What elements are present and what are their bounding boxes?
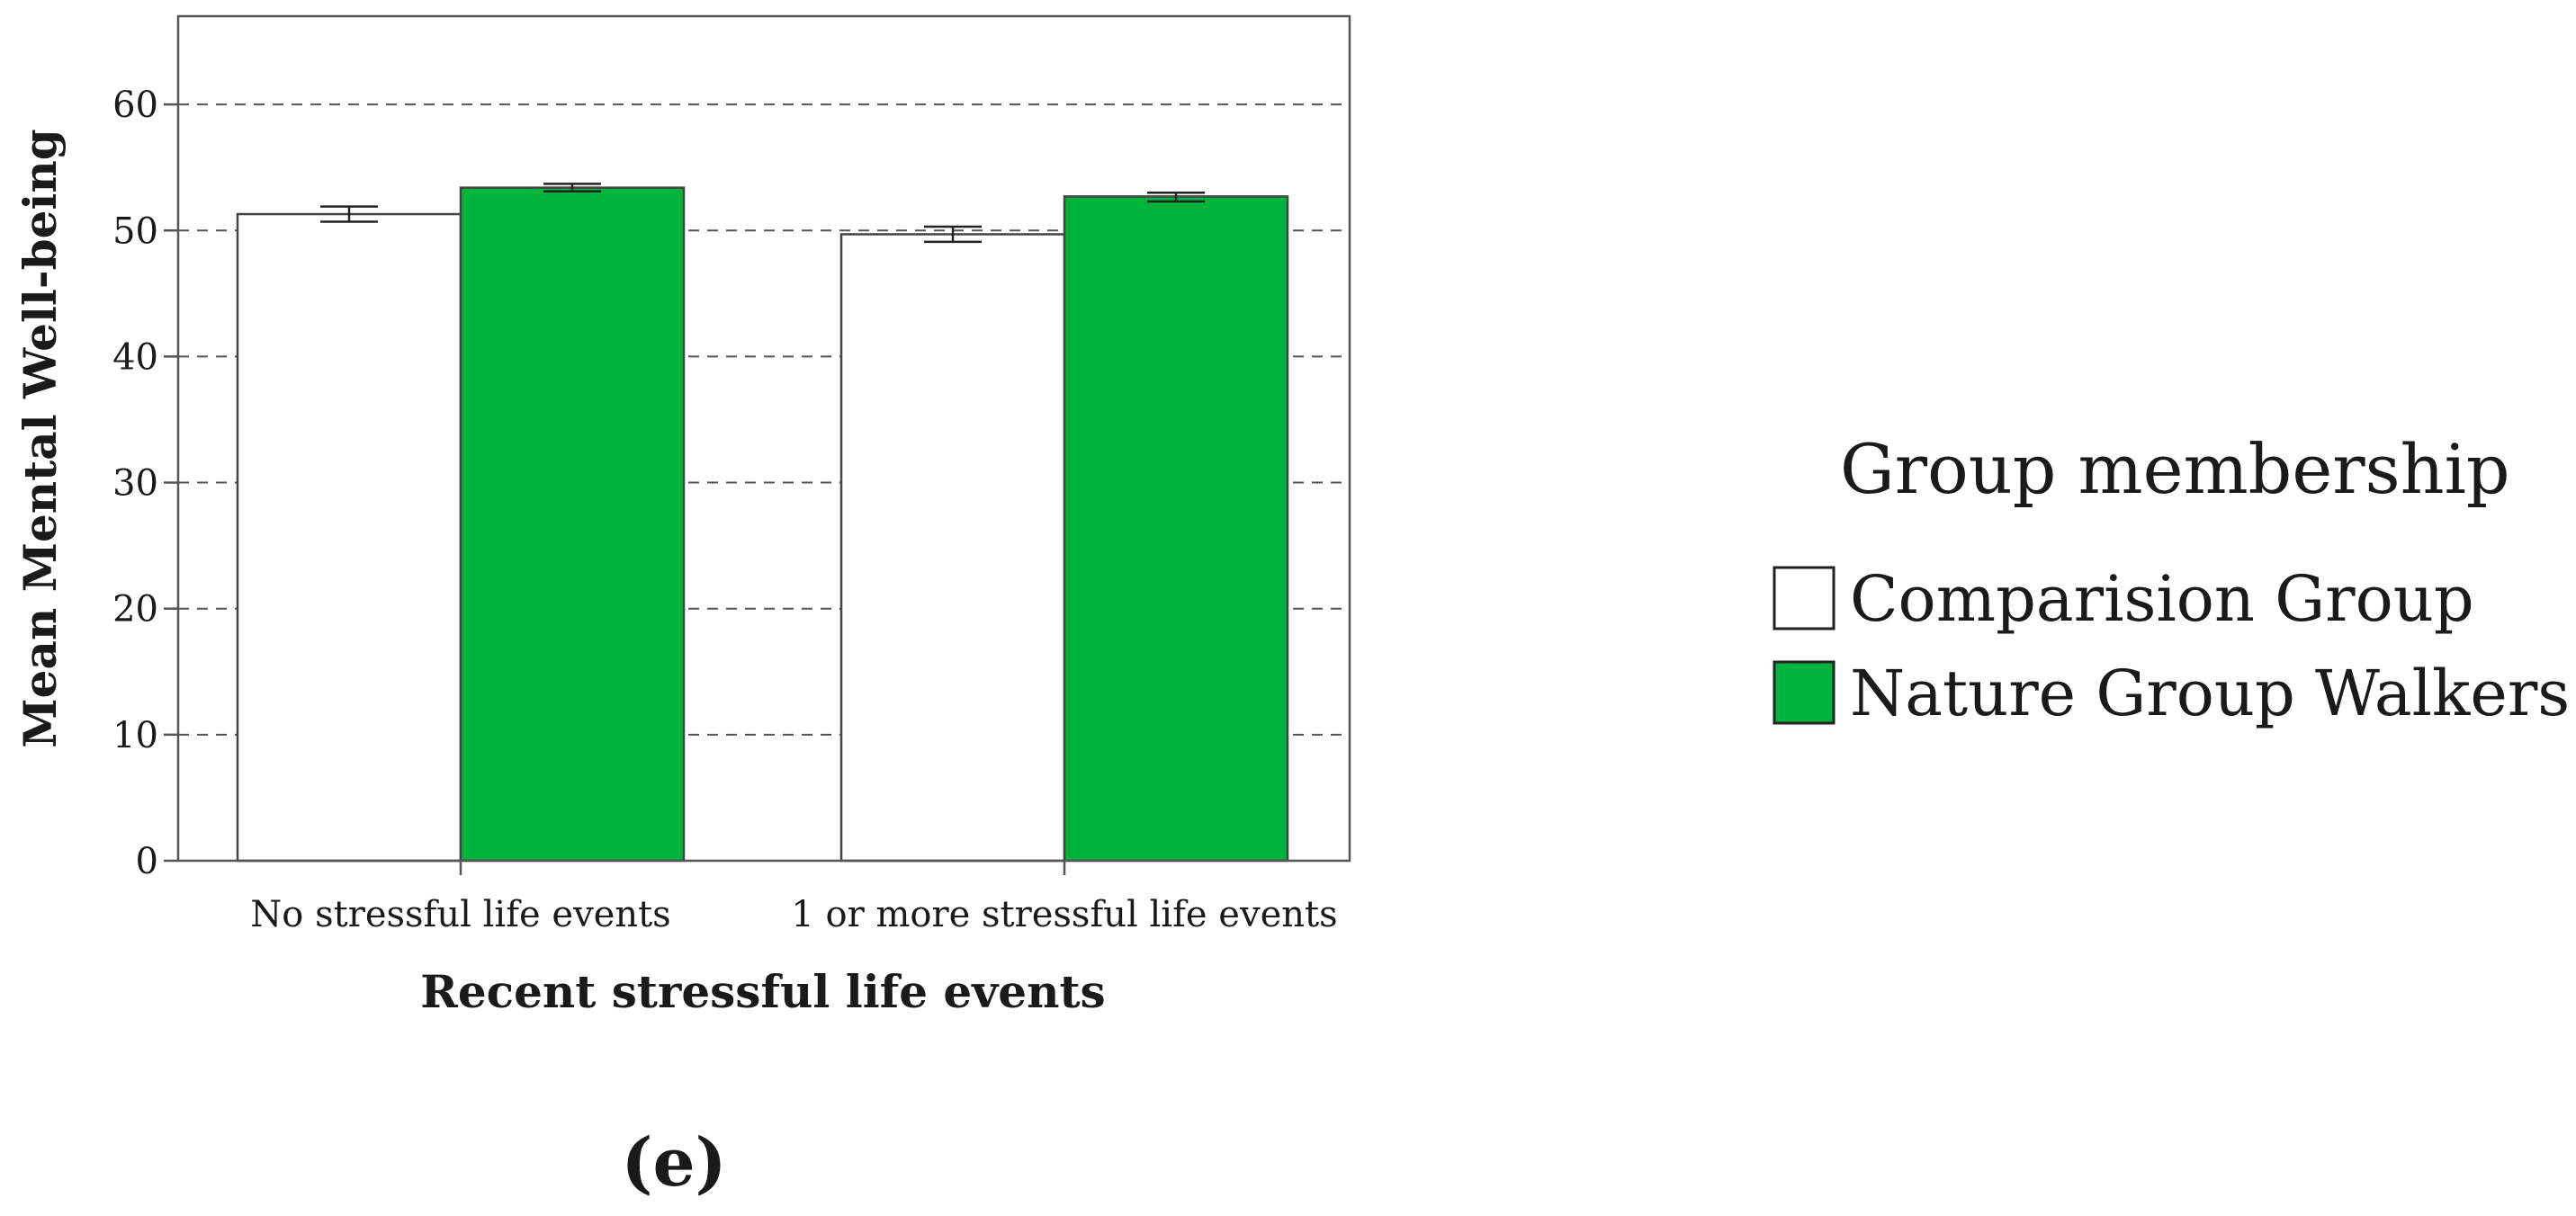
error-bar bbox=[320, 205, 378, 223]
error-bar bbox=[1147, 191, 1205, 203]
bar bbox=[236, 212, 462, 863]
bar bbox=[1063, 195, 1289, 863]
legend-swatch bbox=[1773, 660, 1836, 725]
error-bar bbox=[924, 225, 982, 244]
error-bars bbox=[320, 183, 1205, 244]
legend-title: Group membership bbox=[1840, 429, 2510, 509]
y-tick-label: 10 bbox=[112, 715, 158, 756]
legend-swatch bbox=[1773, 566, 1836, 630]
plot-frame bbox=[176, 14, 1351, 863]
tick-labels: 0 10 20 30 40 50 60 No stressful life events 1 o… bbox=[112, 85, 1338, 935]
y-tick-label: 0 bbox=[136, 841, 158, 882]
legend-label: Nature Group Walkers bbox=[1850, 657, 2570, 730]
panel-label: (e) bbox=[621, 1124, 726, 1202]
y-tick-label: 60 bbox=[112, 85, 158, 126]
axis-ticks bbox=[164, 103, 1066, 875]
x-tick-label: 1 or more stressful life events bbox=[791, 894, 1337, 935]
x-tick-label: No stressful life events bbox=[250, 894, 670, 935]
y-tick-label: 30 bbox=[112, 463, 158, 505]
error-bar bbox=[543, 183, 601, 193]
legend-label: Comparision Group bbox=[1850, 562, 2474, 636]
bar bbox=[459, 186, 686, 863]
y-tick-label: 40 bbox=[112, 336, 158, 378]
y-tick-label: 50 bbox=[112, 210, 158, 252]
x-axis-title: Recent stressful life events bbox=[420, 965, 1105, 1018]
bars bbox=[236, 186, 1289, 863]
y-axis-title: Mean Mental Well-being bbox=[13, 129, 67, 747]
legend-items: Comparision Group Nature Group Walkers bbox=[1773, 562, 2570, 730]
bar bbox=[839, 233, 1066, 863]
legend: Group membership Comparision Group Nature… bbox=[1773, 429, 2570, 730]
y-tick-label: 20 bbox=[112, 589, 158, 630]
